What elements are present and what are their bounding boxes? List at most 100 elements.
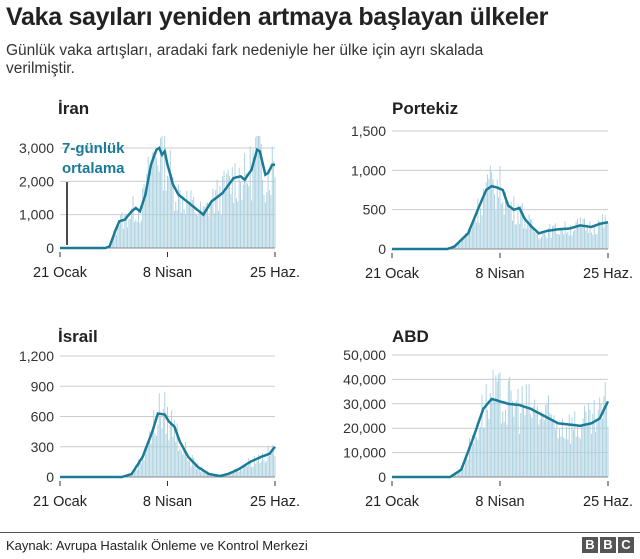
daily-bar xyxy=(258,136,259,248)
daily-bar xyxy=(234,163,236,248)
daily-bar xyxy=(144,199,146,248)
daily-bar xyxy=(541,237,542,249)
daily-bar xyxy=(200,471,202,477)
daily-bar xyxy=(205,203,207,248)
daily-bar xyxy=(542,415,544,477)
daily-bar xyxy=(554,429,556,477)
daily-bar xyxy=(464,457,466,477)
daily-bar xyxy=(150,443,152,477)
daily-bar xyxy=(245,173,247,248)
daily-bar xyxy=(117,226,119,248)
daily-bar xyxy=(121,212,123,248)
daily-bar xyxy=(577,218,578,249)
daily-bar xyxy=(567,231,569,249)
y-tick-label: 1,000 xyxy=(19,207,54,223)
daily-bar xyxy=(459,472,461,477)
y-tick-label: 0 xyxy=(46,240,54,256)
daily-bar xyxy=(531,417,533,477)
daily-bar xyxy=(476,437,477,477)
daily-bar xyxy=(600,224,602,249)
y-tick-label: 0 xyxy=(378,241,386,257)
seven-day-average-line xyxy=(60,146,275,250)
daily-bar xyxy=(597,409,599,477)
daily-bar xyxy=(116,235,117,248)
daily-bar xyxy=(118,225,120,248)
daily-bar xyxy=(499,165,501,249)
daily-bar xyxy=(484,427,486,477)
annotation-label: ortalama xyxy=(62,160,125,177)
daily-bar xyxy=(566,426,567,477)
daily-bar xyxy=(579,217,581,249)
daily-bar xyxy=(187,460,189,477)
x-tick-label: 8 Nisan xyxy=(143,494,192,510)
daily-bar xyxy=(459,242,461,249)
daily-bar xyxy=(469,437,470,477)
daily-bar xyxy=(262,453,264,477)
daily-bar xyxy=(226,475,228,477)
daily-bar xyxy=(135,219,137,248)
daily-bar xyxy=(267,445,269,477)
daily-bar xyxy=(271,146,273,248)
daily-bar xyxy=(158,171,160,248)
daily-bar xyxy=(505,192,506,249)
daily-bar xyxy=(131,208,133,248)
daily-bar xyxy=(124,214,126,248)
daily-bar xyxy=(186,457,188,477)
daily-bar xyxy=(467,459,469,477)
daily-bar xyxy=(489,165,491,249)
x-tick-label: 21 Ocak xyxy=(33,265,88,281)
daily-bar xyxy=(234,469,236,477)
daily-bar xyxy=(478,428,480,477)
daily-bar xyxy=(517,388,519,477)
daily-bar xyxy=(513,196,515,249)
daily-bar xyxy=(572,429,574,477)
daily-bar xyxy=(539,419,541,477)
seven-day-average-line xyxy=(392,397,610,479)
daily-bar xyxy=(572,231,574,249)
daily-bar xyxy=(545,235,547,249)
daily-bar xyxy=(252,149,254,248)
daily-bar xyxy=(548,395,549,477)
daily-bar xyxy=(153,409,155,477)
daily-bar xyxy=(147,445,149,477)
daily-bar xyxy=(564,438,566,477)
daily-bar xyxy=(149,431,151,477)
daily-bar xyxy=(244,465,246,477)
y-tick-label: 20,000 xyxy=(343,420,386,436)
daily-bar xyxy=(543,230,545,249)
daily-bar xyxy=(160,416,162,477)
daily-bar xyxy=(172,436,174,477)
daily-bar xyxy=(556,233,558,249)
daily-bar xyxy=(494,399,495,477)
daily-bar xyxy=(154,152,156,248)
daily-bar xyxy=(478,223,480,249)
daily-bar xyxy=(584,218,585,249)
daily-bar xyxy=(563,234,565,249)
daily-bar xyxy=(530,414,531,477)
daily-bar xyxy=(570,225,572,249)
daily-bar xyxy=(271,445,273,477)
daily-bar xyxy=(171,173,173,248)
daily-bar xyxy=(507,202,509,249)
daily-bar xyxy=(552,226,554,249)
daily-bar xyxy=(492,179,494,249)
daily-bar xyxy=(586,224,588,249)
daily-bar xyxy=(164,391,166,477)
annotation-label: 7-günlük xyxy=(62,140,125,157)
daily-bar xyxy=(245,465,247,477)
daily-bar xyxy=(248,458,250,477)
daily-bar xyxy=(469,228,470,249)
daily-bar xyxy=(269,456,270,477)
daily-bar xyxy=(505,409,506,477)
daily-bar xyxy=(251,467,253,477)
daily-bar xyxy=(127,227,128,248)
daily-bar xyxy=(201,214,203,248)
daily-bar xyxy=(458,472,459,477)
x-tick-label: 8 Nisan xyxy=(475,494,524,510)
daily-bar xyxy=(507,380,509,477)
daily-bar xyxy=(246,183,248,248)
daily-bar xyxy=(198,210,200,248)
daily-bar xyxy=(229,175,230,248)
daily-bar xyxy=(242,184,244,248)
daily-bar xyxy=(584,405,585,477)
